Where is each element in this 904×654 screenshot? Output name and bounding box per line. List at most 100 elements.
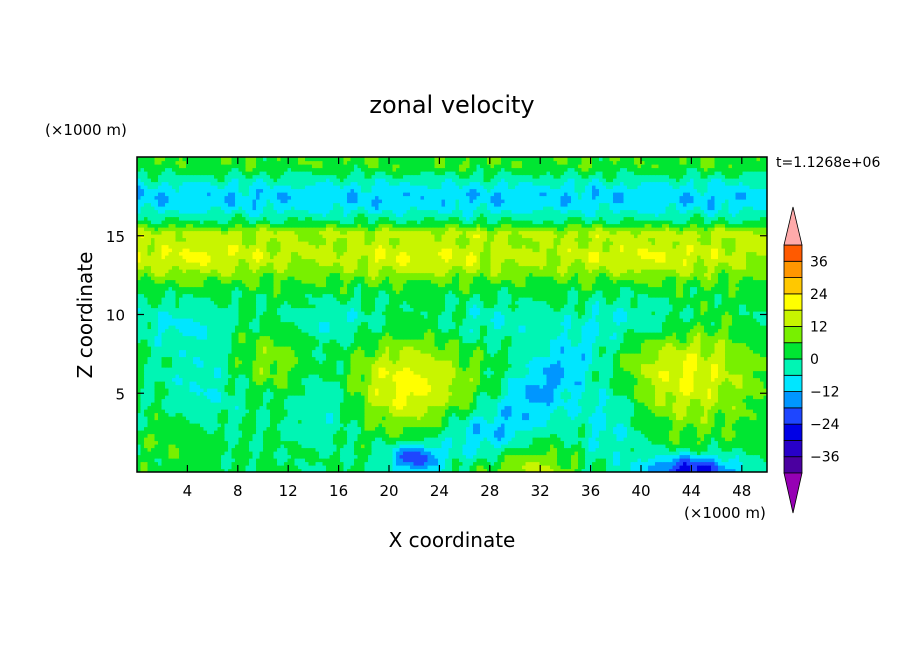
field-cell [214,405,219,410]
field-cell [361,381,366,386]
field-cell [413,398,418,403]
field-cell [518,465,523,470]
field-cell [525,433,530,438]
field-cell [648,395,653,400]
field-cell [189,381,194,386]
field-cell [256,381,261,386]
field-cell [704,395,709,400]
field-cell [434,395,439,400]
field-cell [270,440,275,445]
field-cell [333,426,338,431]
field-cell [389,381,394,386]
field-cell [711,395,716,400]
field-cell [466,391,471,396]
field-cell [609,419,614,424]
field-cell [305,388,310,393]
field-cell [718,468,723,472]
field-cell [543,465,548,470]
field-cell [718,433,723,438]
field-cell [364,419,369,424]
field-cell [448,388,453,393]
field-cell [259,416,264,421]
field-cell [609,440,614,445]
field-cell [431,405,436,410]
field-cell [693,395,698,400]
field-cell [154,426,159,431]
field-cell [679,416,684,421]
field-cell [354,444,359,449]
field-cell [480,381,485,386]
field-cell [623,377,628,382]
field-cell [504,402,509,407]
field-cell [564,395,569,400]
field-cell [522,381,527,386]
field-cell [721,391,726,396]
field-cell [714,433,719,438]
field-cell [658,405,663,410]
field-cell [585,430,590,435]
field-cell [543,405,548,410]
field-cell [595,458,600,463]
field-cell [469,402,474,407]
field-cell [683,468,688,472]
field-cell [235,409,240,414]
field-cell [690,402,695,407]
field-cell [333,391,338,396]
field-cell [144,451,149,456]
field-cell [707,398,712,403]
field-cell [494,419,499,424]
field-cell [287,433,292,438]
field-cell [140,416,145,421]
field-cell [378,426,383,431]
field-cell [427,381,432,386]
field-cell [623,461,628,466]
field-cell [529,395,534,400]
field-cell [210,423,215,428]
field-cell [742,388,747,393]
field-cell [679,447,684,452]
field-cell [417,437,422,442]
field-cell [529,377,534,382]
field-cell [445,426,450,431]
field-cell [410,416,415,421]
field-cell [504,395,509,400]
field-cell [280,395,285,400]
field-cell [256,440,261,445]
field-cell [714,468,719,472]
field-cell [504,451,509,456]
field-cell [735,444,740,449]
field-cell [294,374,299,379]
field-cell [375,419,380,424]
field-cell [245,416,250,421]
field-cell [340,402,345,407]
field-cell [606,437,611,442]
field-cell [172,384,177,389]
field-cell [574,388,579,393]
field-cell [508,405,513,410]
field-cell [728,384,733,389]
field-cell [501,465,506,470]
field-cell [560,409,565,414]
field-cell [249,391,254,396]
field-cell [182,451,187,456]
field-cell [732,423,737,428]
field-cell [140,461,145,466]
field-cell [606,468,611,472]
field-cell [189,461,194,466]
field-cell [280,416,285,421]
field-cell [406,409,411,414]
field-cell [179,405,184,410]
field-cell [557,419,562,424]
field-cell [518,374,523,379]
field-cell [599,395,604,400]
field-cell [175,409,180,414]
field-cell [739,461,744,466]
field-cell [385,384,390,389]
field-cell [637,447,642,452]
field-cell [280,388,285,393]
field-cell [567,419,572,424]
field-cell [259,381,264,386]
field-cell [375,426,380,431]
field-cell [378,402,383,407]
field-cell [665,426,670,431]
